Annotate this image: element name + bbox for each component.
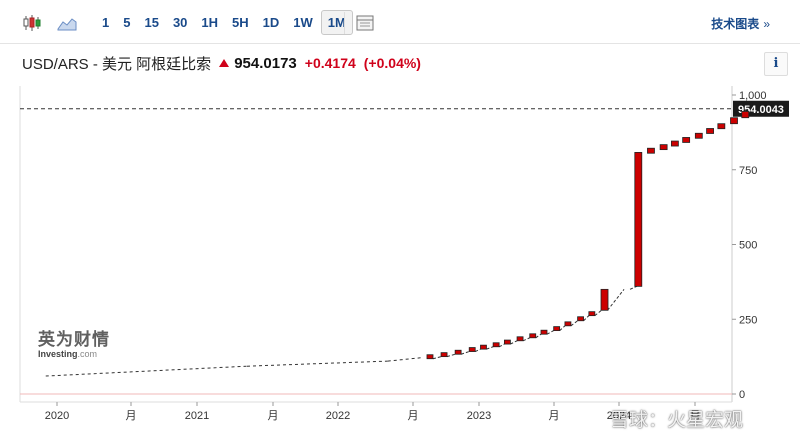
price-line-segment <box>387 357 424 362</box>
candle <box>588 311 596 317</box>
timeframe-1d[interactable]: 1D <box>262 14 280 30</box>
candle <box>670 140 679 147</box>
candle <box>647 147 655 154</box>
price-line-segment <box>498 343 505 348</box>
chevron-right-icon: » <box>763 17 770 31</box>
price-line-segment <box>583 315 590 322</box>
price-line-segment <box>594 309 602 317</box>
arrow-up-icon <box>219 59 230 67</box>
x-tick-label: 2020 <box>45 410 69 422</box>
y-tick-label: 250 <box>739 314 757 326</box>
x-tick-label: 月 <box>408 410 419 422</box>
tech-chart-label: 技术图表 <box>711 17 760 31</box>
logo-en-suffix: .com <box>77 349 98 359</box>
candle <box>730 117 738 125</box>
candlestick-icon[interactable] <box>22 14 42 32</box>
candle <box>440 352 448 358</box>
snowball-logo-icon <box>584 408 606 429</box>
timeframe-1[interactable]: 1 <box>102 14 110 30</box>
x-tick-label: 月 <box>268 410 279 422</box>
timeframe-1w[interactable]: 1W <box>293 14 313 30</box>
price-line-segment <box>475 348 481 352</box>
timeframe-1m[interactable]: 1M <box>320 9 353 35</box>
candle <box>480 344 487 350</box>
candle <box>503 339 511 345</box>
candle <box>492 342 500 348</box>
price-line-segment <box>486 346 494 350</box>
info-button[interactable]: i <box>764 52 788 76</box>
price-change-pct: (+0.04%) <box>363 55 421 71</box>
last-price: 954.0173 <box>234 54 297 72</box>
quote-row: USD/ARS - 美元 阿根廷比索 954.0173 +0.4174 (+0.… <box>22 53 421 73</box>
current-price-label: 954.0043 <box>738 104 784 116</box>
candle <box>564 321 572 327</box>
candle <box>454 349 462 355</box>
timeframe-15[interactable]: 15 <box>144 14 159 30</box>
tech-chart-link[interactable]: 技术图表» <box>711 15 770 32</box>
x-tick-label: 月 <box>126 410 137 422</box>
price-line-segment <box>460 351 470 355</box>
x-tick-label: 月 <box>690 410 701 422</box>
candle <box>577 316 584 322</box>
price-change: +0.4174 <box>304 55 356 71</box>
x-tick-label: 2022 <box>326 410 350 422</box>
candle <box>634 152 643 287</box>
price-line-segment <box>45 365 248 377</box>
candle <box>694 132 703 139</box>
price-line-segment <box>570 320 578 327</box>
candle <box>682 137 691 143</box>
area-chart-icon[interactable] <box>57 14 77 32</box>
x-tick-label: 2024 <box>607 410 631 422</box>
candle <box>600 288 609 311</box>
y-tick-label: 750 <box>739 165 757 177</box>
price-line-segment <box>559 325 566 331</box>
price-line-segment <box>432 356 442 360</box>
price-line-segment <box>246 360 388 367</box>
candle <box>426 354 434 360</box>
candle <box>706 128 714 134</box>
timeframe-list: 1 5 15 30 1H 5H 1D 1W 1M <box>96 0 355 44</box>
snowball-watermark: 雪球：火星宏观 <box>584 405 743 432</box>
toolbar-divider <box>344 12 345 34</box>
price-line-segment <box>629 285 637 290</box>
candle <box>468 347 476 352</box>
candle <box>553 326 561 332</box>
pair-name: USD/ARS - 美元 阿根廷比索 <box>22 55 212 73</box>
candle <box>659 144 668 151</box>
investing-logo: 英为财情 Investing.com <box>38 331 124 361</box>
timeframe-5h[interactable]: 5H <box>232 14 249 30</box>
candle <box>741 111 750 119</box>
timeframe-30[interactable]: 30 <box>172 14 188 30</box>
table-icon[interactable] <box>356 15 374 31</box>
chart-toolbar: 1 5 15 30 1H 5H 1D 1W 1M 技术图表» <box>0 0 800 44</box>
y-tick-label: 0 <box>739 389 745 401</box>
logo-cn-text: 英为财情 <box>38 330 110 349</box>
y-tick-label: 1,000 <box>739 90 767 102</box>
logo-en-name: Investing <box>38 349 78 359</box>
candle <box>717 123 726 130</box>
x-tick-label: 2023 <box>467 410 491 422</box>
price-line-segment <box>522 337 530 342</box>
timeframe-1h[interactable]: 1H <box>201 14 219 30</box>
y-tick-label: 500 <box>739 240 757 252</box>
candle <box>529 333 537 339</box>
price-line-segment <box>546 330 554 335</box>
price-line-segment <box>535 333 542 339</box>
price-line-segment <box>607 289 625 311</box>
watermark-text: 雪球：火星宏观 <box>610 410 744 431</box>
logo-en-text: Investing.com <box>38 349 124 359</box>
candle <box>540 329 548 335</box>
x-tick-label: 2021 <box>185 410 209 422</box>
candle <box>516 336 524 342</box>
x-tick-label: 月 <box>549 410 560 422</box>
price-line-segment <box>510 340 518 345</box>
timeframe-5[interactable]: 5 <box>123 14 131 30</box>
price-line-segment <box>446 353 456 358</box>
